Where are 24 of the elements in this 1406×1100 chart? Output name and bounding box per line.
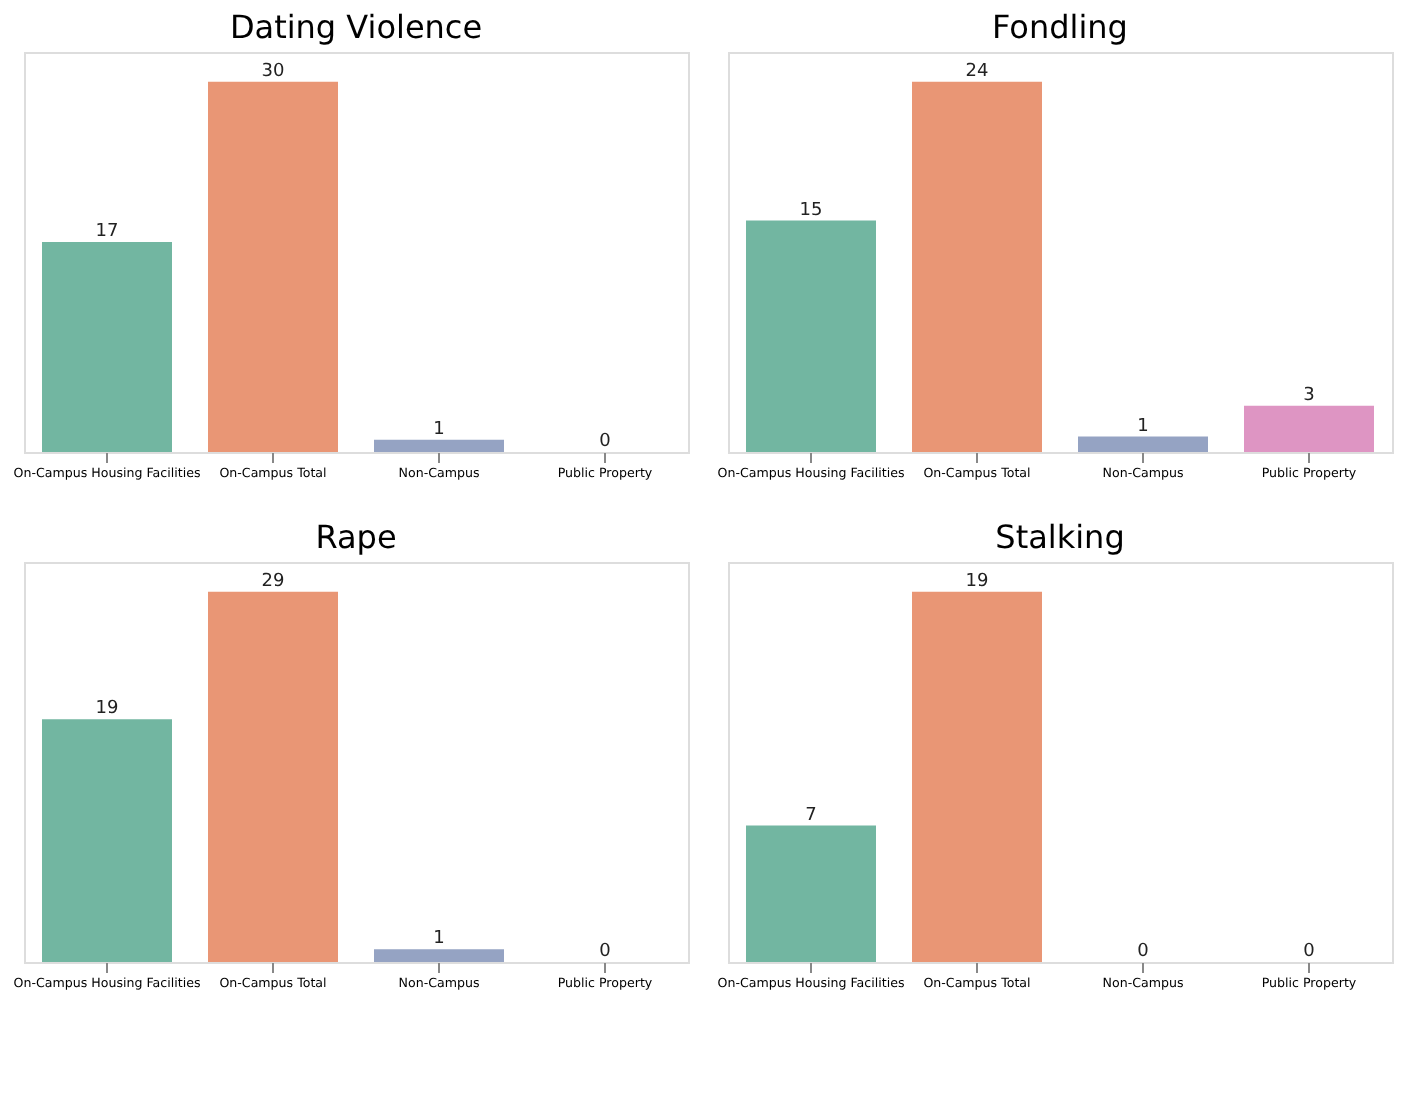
data-label: 19 <box>95 699 119 720</box>
bar <box>1078 436 1208 452</box>
bar <box>1244 405 1374 452</box>
chart-title: Stalking <box>995 518 1125 556</box>
data-label: 30 <box>261 61 285 82</box>
chart-title: Dating Violence <box>229 8 483 46</box>
data-label: 1 <box>433 929 445 950</box>
data-label: 0 <box>599 432 612 452</box>
data-label: 1 <box>1137 416 1149 437</box>
data-label: 1 <box>433 419 445 440</box>
data-label: 29 <box>261 571 285 592</box>
data-label: 0 <box>599 942 612 962</box>
data-label: 0 <box>1137 942 1150 962</box>
data-label: 17 <box>95 222 119 243</box>
data-label: 24 <box>965 61 989 82</box>
data-label: 19 <box>965 571 989 592</box>
data-label: 7 <box>805 805 817 826</box>
chart-title: Rape <box>315 518 397 556</box>
chart-title: Fondling <box>992 8 1128 46</box>
data-label: 3 <box>1303 385 1315 406</box>
bar <box>912 81 1042 452</box>
data-label: 0 <box>1303 942 1316 962</box>
bar <box>746 220 876 452</box>
data-label: 15 <box>799 200 823 221</box>
